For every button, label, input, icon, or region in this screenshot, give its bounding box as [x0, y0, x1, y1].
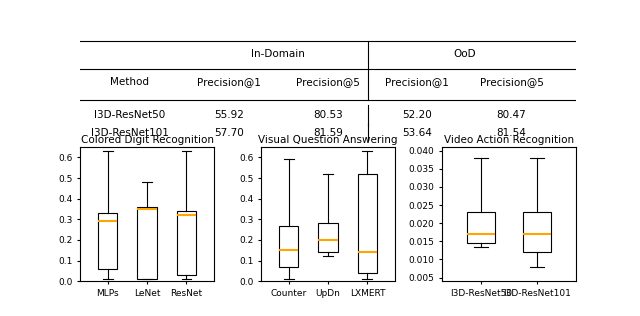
Title: Video Action Recognition: Video Action Recognition [444, 135, 574, 145]
Text: 80.47: 80.47 [497, 110, 526, 120]
PathPatch shape [177, 211, 196, 275]
Text: 80.53: 80.53 [313, 110, 343, 120]
PathPatch shape [467, 212, 495, 243]
Text: I3D-ResNet50: I3D-ResNet50 [94, 110, 165, 120]
PathPatch shape [358, 174, 378, 273]
Text: 81.54: 81.54 [497, 128, 527, 138]
Text: OoD: OoD [453, 49, 476, 59]
PathPatch shape [98, 213, 118, 269]
Text: Precision@1: Precision@1 [385, 77, 449, 87]
Text: 57.70: 57.70 [214, 128, 244, 138]
Text: Precision@5: Precision@5 [479, 77, 543, 87]
Text: Precision@1: Precision@1 [197, 77, 260, 87]
PathPatch shape [137, 207, 157, 279]
Text: 81.59: 81.59 [313, 128, 343, 138]
Text: 53.64: 53.64 [403, 128, 432, 138]
Text: 52.20: 52.20 [403, 110, 432, 120]
Title: Colored Digit Recognition: Colored Digit Recognition [81, 135, 214, 145]
Text: 55.92: 55.92 [214, 110, 244, 120]
Text: I3D-ResNet101: I3D-ResNet101 [91, 128, 168, 138]
PathPatch shape [278, 226, 298, 267]
PathPatch shape [523, 212, 551, 252]
Text: Method: Method [110, 77, 149, 87]
Text: Precision@5: Precision@5 [296, 77, 360, 87]
Title: Visual Question Answering: Visual Question Answering [259, 135, 397, 145]
PathPatch shape [318, 223, 338, 252]
Text: In-Domain: In-Domain [252, 49, 305, 59]
